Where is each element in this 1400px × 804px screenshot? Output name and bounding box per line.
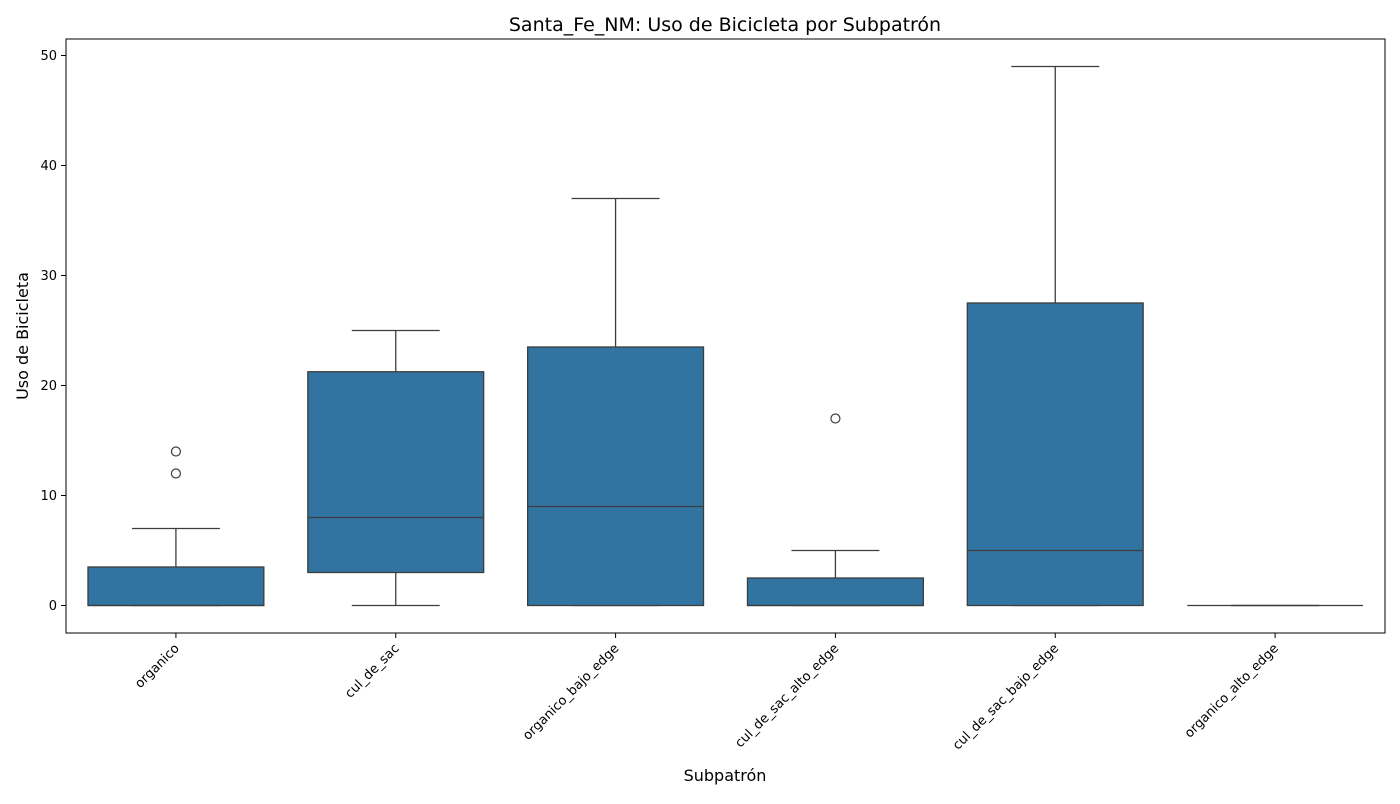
y-tick-label: 50 bbox=[40, 49, 57, 64]
box-group-cul_de_sac_bajo_edge bbox=[966, 65, 1144, 607]
box-iqr bbox=[966, 302, 1144, 607]
box-iqr bbox=[87, 566, 265, 607]
box-group-organico_bajo_edge bbox=[527, 197, 705, 607]
x-tick-label: organico_alto_edge bbox=[1182, 641, 1282, 741]
outlier-point bbox=[170, 446, 182, 457]
x-axis: organico cul_de_sac organico_bajo_edge cul_… bbox=[132, 633, 1282, 753]
box-iqr bbox=[746, 577, 925, 607]
x-tick-label: cul_de_sac_alto_edge bbox=[732, 641, 842, 751]
plot-area bbox=[87, 65, 1364, 607]
plot-frame bbox=[65, 38, 1386, 634]
y-axis-title: Uso de Bicicleta bbox=[13, 272, 32, 400]
outlier-point bbox=[170, 468, 182, 479]
y-tick-label: 30 bbox=[40, 269, 57, 284]
x-tick-label: organico bbox=[132, 641, 182, 691]
outlier-point bbox=[830, 413, 841, 424]
y-tick-label: 10 bbox=[40, 489, 57, 504]
y-tick-label: 0 bbox=[49, 599, 57, 614]
box-group-cul_de_sac_alto_edge bbox=[746, 413, 925, 607]
box-group-organico bbox=[87, 446, 265, 607]
x-axis-title: Subpatrón bbox=[684, 766, 767, 785]
chart-title: Santa_Fe_NM: Uso de Bicicleta por Subpat… bbox=[509, 14, 941, 36]
box-iqr bbox=[307, 371, 485, 574]
y-tick-label: 20 bbox=[40, 379, 57, 394]
y-tick-label: 40 bbox=[40, 159, 57, 174]
x-tick-label: cul_de_sac_bajo_edge bbox=[950, 641, 1062, 753]
y-axis: 0 10 20 30 40 50 bbox=[40, 49, 66, 614]
x-tick-label: cul_de_sac bbox=[342, 641, 402, 701]
box-group-cul_de_sac bbox=[307, 329, 485, 607]
x-tick-label: organico_bajo_edge bbox=[520, 641, 622, 743]
box-iqr bbox=[527, 346, 705, 607]
